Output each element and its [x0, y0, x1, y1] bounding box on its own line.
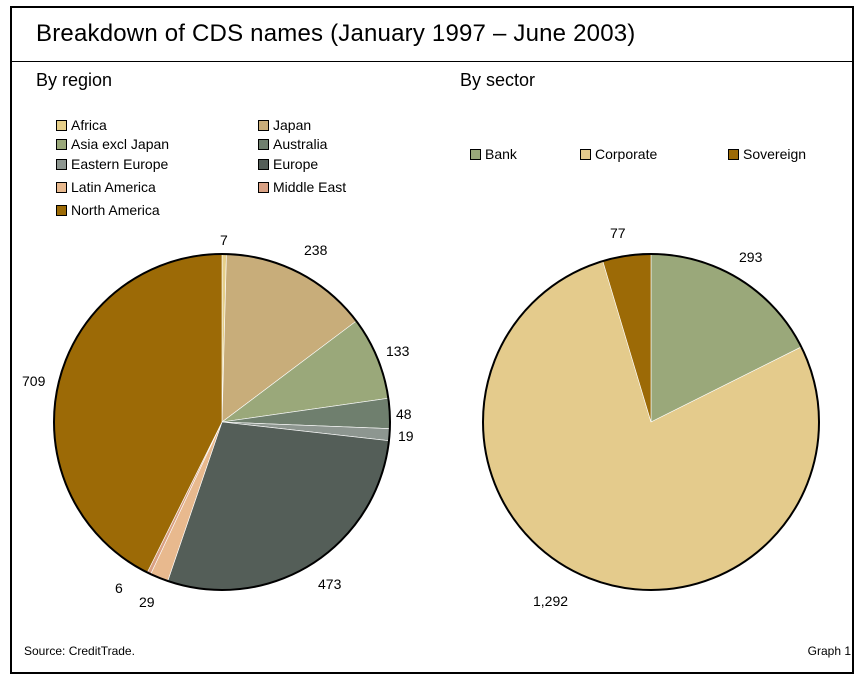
legend-swatch [258, 158, 269, 170]
source-note: Source: CreditTrade. [24, 644, 135, 658]
legend-swatch [580, 148, 591, 160]
legend-item-corporate: Corporate [580, 146, 657, 162]
legend-item-asia-excl-japan: Asia excl Japan [56, 136, 169, 152]
data-label-australia: 48 [396, 406, 412, 422]
data-label-eastern-europe: 19 [398, 428, 414, 444]
legend-label: Europe [273, 156, 319, 172]
legend-label: Bank [485, 146, 517, 162]
legend-swatch [258, 181, 269, 193]
legend-swatch [728, 148, 739, 160]
legend-item-africa: Africa [56, 117, 107, 133]
data-label-bank: 293 [739, 249, 763, 265]
sector-pie: 293 1,292 77 [482, 225, 820, 609]
data-label-north-america: 709 [22, 373, 46, 389]
legend-swatch [56, 181, 67, 193]
data-label-africa: 7 [220, 232, 228, 248]
legend-label: Sovereign [743, 146, 807, 162]
legend-item-eastern-europe: Eastern Europe [56, 156, 168, 172]
legend-item-latin-america: Latin America [56, 179, 156, 195]
legend-label: Africa [71, 117, 107, 133]
legend-item-sovereign: Sovereign [728, 146, 806, 162]
legend-item-europe: Europe [258, 156, 318, 172]
legend-label: Middle East [273, 179, 347, 195]
region-pie: 7 238 133 48 19 473 29 6 709 [22, 232, 414, 610]
legend-item-japan: Japan [258, 117, 311, 133]
data-label-sovereign: 77 [610, 225, 626, 241]
legend-swatch [56, 158, 67, 170]
legend-label: Australia [273, 136, 328, 152]
legend-label: Latin America [71, 179, 156, 195]
legend-label: Asia excl Japan [71, 136, 170, 152]
legend-swatch [258, 119, 269, 131]
legend-swatch [56, 138, 67, 150]
legend-item-north-america: North America [56, 202, 160, 218]
data-label-corporate: 1,292 [533, 593, 568, 609]
legend-item-middle-east: Middle East [258, 179, 346, 195]
legend-item-bank: Bank [470, 146, 517, 162]
chart-title: Breakdown of CDS names (January 1997 – J… [36, 20, 636, 47]
legend-label: North America [71, 202, 160, 218]
data-label-middle-east: 6 [115, 580, 123, 596]
legend-swatch [470, 148, 481, 160]
data-label-japan: 238 [304, 242, 328, 258]
pie-outline [482, 253, 820, 591]
legend-label: Corporate [595, 146, 658, 162]
pie-outline [53, 253, 391, 591]
data-label-latin-america: 29 [139, 594, 155, 610]
sector-pie-title: By sector [460, 70, 536, 90]
title-bar: Breakdown of CDS names (January 1997 – J… [12, 8, 852, 62]
legend-label: Eastern Europe [71, 156, 169, 172]
data-label-asia-excl-japan: 133 [386, 343, 410, 359]
legend-swatch [258, 138, 269, 150]
region-pie-title: By region [36, 70, 113, 90]
legend-item-australia: Australia [258, 136, 327, 152]
graph-number: Graph 1 [807, 644, 851, 658]
legend-swatch [56, 119, 67, 131]
legend-swatch [56, 204, 67, 216]
data-label-europe: 473 [318, 576, 342, 592]
legend-label: Japan [273, 117, 312, 133]
